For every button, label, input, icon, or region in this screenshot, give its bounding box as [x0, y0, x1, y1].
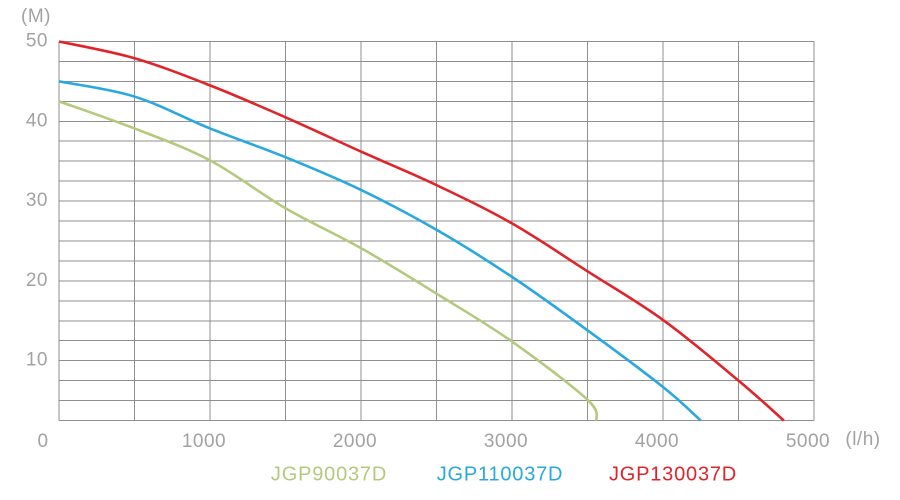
y-tick-label: 50 [26, 31, 48, 52]
x-tick-label: 3000 [484, 431, 528, 452]
pump-curves [58, 40, 785, 422]
x-tick-label: 0 [37, 431, 48, 452]
x-tick-label: 5000 [786, 431, 830, 452]
axis-tick-labels: 0 1000 2000 3000 4000 5000 10 20 30 40 50 [26, 31, 830, 453]
y-tick-label: 30 [26, 190, 48, 211]
curve-jgp110037d [58, 80, 702, 422]
x-tick-label: 2000 [333, 431, 377, 452]
y-tick-label: 40 [26, 110, 48, 131]
curve-jgp90037d [58, 100, 599, 422]
y-tick-label: 20 [26, 270, 48, 291]
curve-jgp130037d [58, 40, 785, 422]
grid-lines [58, 41, 815, 421]
x-axis-unit-label: (l/h) [845, 429, 881, 450]
x-tick-label: 4000 [635, 431, 679, 452]
y-axis-unit-label: (M) [21, 6, 51, 27]
x-tick-label: 1000 [182, 431, 226, 452]
y-tick-label: 10 [26, 350, 48, 371]
